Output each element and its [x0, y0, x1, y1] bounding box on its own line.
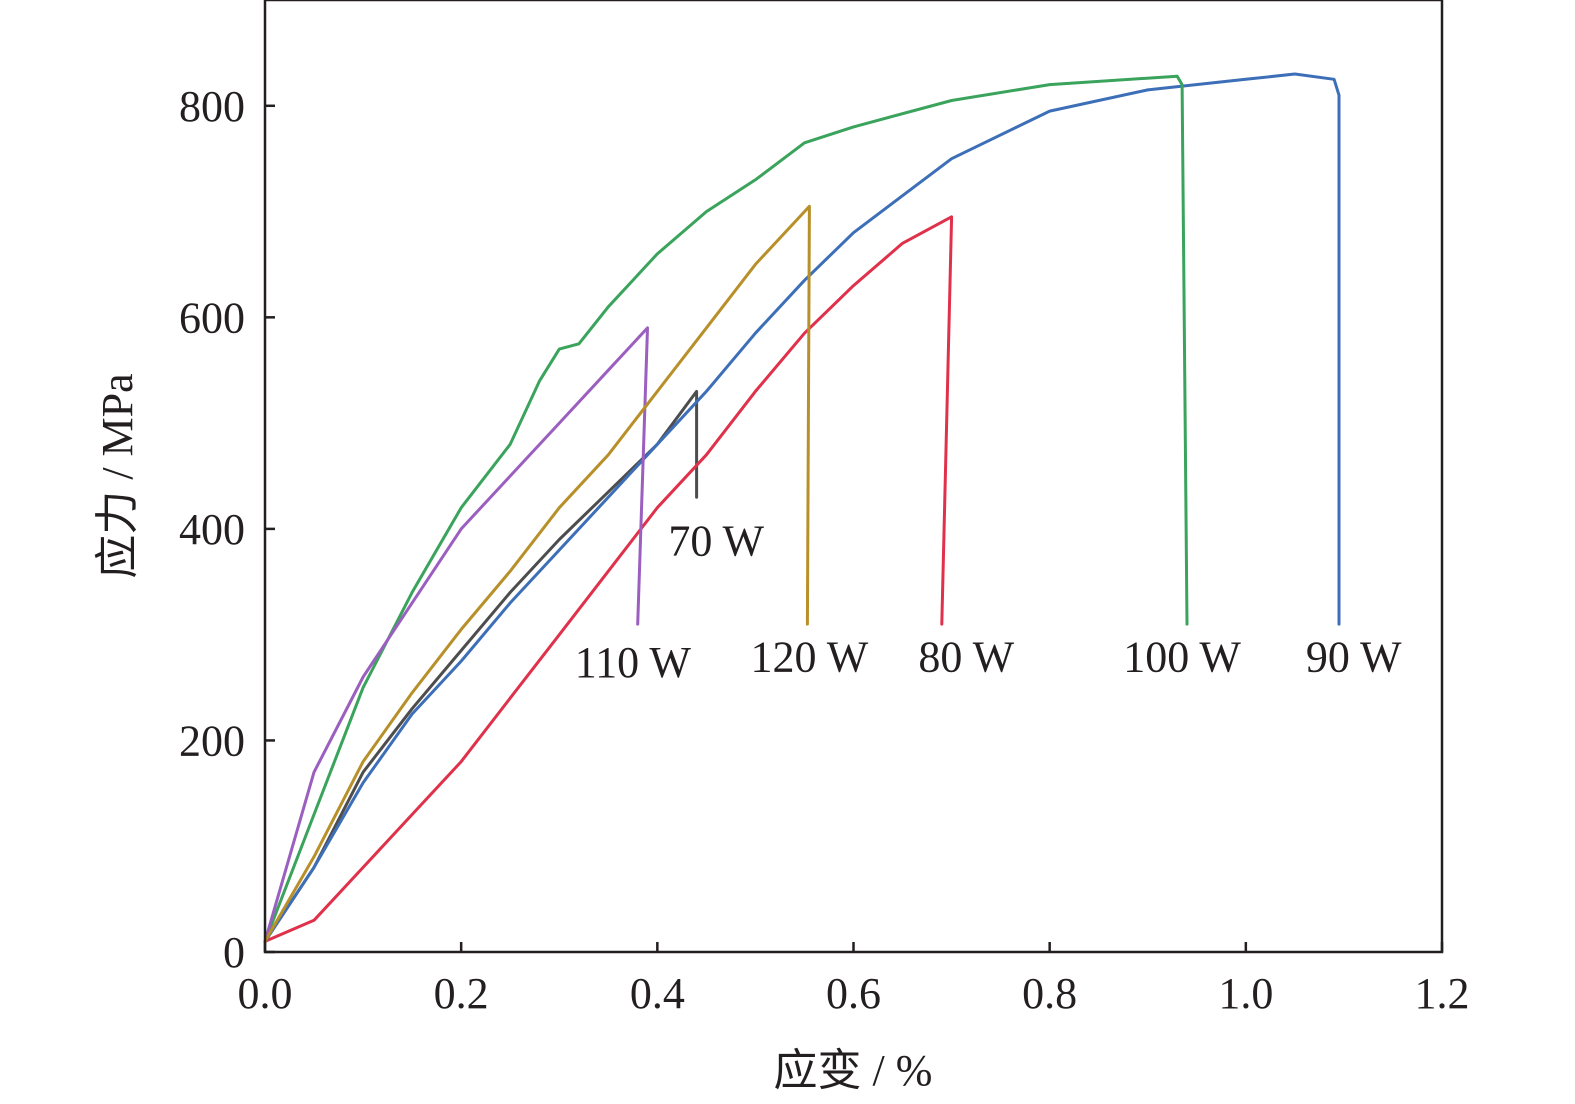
- series-label: 80 W: [918, 633, 1014, 682]
- y-axis-title: 应力 / MPa: [93, 373, 142, 578]
- y-tick-label: 0: [223, 928, 245, 977]
- y-tick-label: 200: [179, 716, 245, 765]
- curve-120w: [263, 204, 811, 943]
- y-tick-label: 400: [179, 505, 245, 554]
- curve-70w: [263, 389, 699, 943]
- plot-frame: [263, 0, 1444, 954]
- series-label: 110 W: [575, 638, 692, 687]
- axis-ticks: 0.0 0.2 0.4 0.6 0.8 1.0 1.2 0 200 400 600 800: [179, 82, 1470, 1018]
- series-curves: [263, 72, 1341, 943]
- curve-90w: [263, 72, 1341, 943]
- series-label: 90 W: [1306, 633, 1402, 682]
- x-tick-label: 0.8: [1022, 969, 1077, 1018]
- series-label: 70 W: [668, 516, 764, 565]
- x-tick-label: 0.0: [238, 969, 293, 1018]
- series-label: 100 W: [1123, 633, 1241, 682]
- x-tick-label: 0.2: [434, 969, 489, 1018]
- curve-100w: [263, 74, 1189, 943]
- x-tick-label: 1.0: [1218, 969, 1273, 1018]
- x-tick-label: 1.2: [1415, 969, 1470, 1018]
- y-tick-label: 600: [179, 293, 245, 342]
- series-label: 120 W: [750, 633, 868, 682]
- curve-80w: [263, 215, 954, 943]
- series-labels: 70 W 110 W 120 W 80 W 100 W 90 W: [575, 516, 1402, 687]
- curve-110w: [263, 326, 649, 943]
- y-tick-label: 800: [179, 82, 245, 131]
- x-tick-label: 0.6: [826, 969, 881, 1018]
- x-tick-label: 0.4: [630, 969, 685, 1018]
- x-axis-title: 应变 / %: [774, 1046, 933, 1095]
